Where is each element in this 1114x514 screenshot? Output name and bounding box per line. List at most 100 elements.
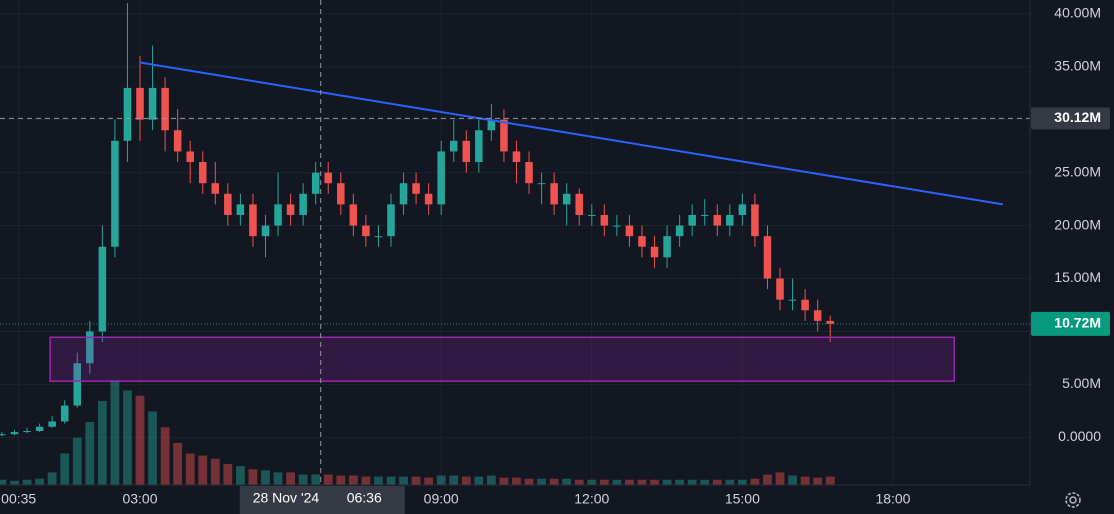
candle-body: [613, 225, 621, 227]
candle-body: [161, 87, 169, 131]
gear-center[interactable]: [1069, 496, 1077, 504]
x-tick-label: 03:00: [122, 491, 157, 507]
volume-bar: [436, 475, 446, 485]
candle-body: [286, 204, 295, 215]
volume-bar: [486, 475, 496, 485]
volume-bar: [261, 470, 270, 485]
volume-bar: [110, 380, 120, 485]
x-tick-label: 18:00: [875, 491, 910, 507]
volume-bar: [374, 476, 383, 485]
candle-body: [349, 204, 358, 226]
volume-bar: [499, 477, 509, 485]
candle-body: [826, 320, 834, 324]
volume-bar: [612, 479, 622, 485]
volume-bar: [173, 443, 183, 485]
volume-bar: [286, 472, 295, 485]
axes: 0.00005.00M10.00M15.00M20.00M25.00M30.00…: [1, 4, 1110, 514]
candle-body: [588, 214, 596, 216]
volume-bar: [800, 476, 810, 485]
volume-bar: [323, 474, 333, 485]
volume-bar: [725, 479, 735, 485]
volume-bar: [700, 479, 710, 485]
volume-bar: [625, 479, 634, 485]
candle-body: [399, 183, 408, 205]
gear[interactable]: [1065, 492, 1081, 508]
volume-bar: [160, 427, 170, 485]
candle-body: [362, 225, 370, 237]
volume-bar: [348, 475, 358, 485]
candle-body: [60, 405, 69, 422]
volume-bar: [386, 476, 396, 485]
volume-bar: [712, 479, 722, 485]
candle-body: [374, 236, 383, 238]
volume-bar: [411, 476, 421, 485]
candle-body: [123, 87, 132, 141]
y-tick-label: 35.00M: [1054, 57, 1101, 73]
candle-body: [788, 299, 797, 301]
candle-body: [111, 140, 119, 247]
y-tick-label: 5.00M: [1062, 375, 1101, 391]
volume-bar: [148, 411, 157, 485]
candle-body: [48, 421, 56, 427]
volume-bar: [60, 453, 70, 485]
candle-body: [675, 225, 684, 237]
candle-body: [776, 278, 784, 300]
candle-body: [35, 426, 44, 431]
candle-body: [324, 172, 333, 184]
candle-body: [261, 225, 270, 237]
volume-bar: [10, 480, 19, 485]
volume-bar: [587, 479, 597, 485]
x-tick-label: 15:00: [725, 491, 760, 507]
candle-body: [650, 246, 659, 258]
volume-bar: [273, 472, 283, 485]
y-tick-label: 40.00M: [1054, 4, 1101, 20]
volume-bar: [662, 479, 672, 485]
volume-bar: [198, 455, 208, 485]
crosshair-price-box: [1031, 107, 1110, 130]
volume-bar: [750, 478, 760, 485]
candle-body: [412, 183, 420, 194]
volume-bar: [825, 476, 835, 485]
volume-bar: [512, 477, 521, 485]
volume-bar: [650, 479, 659, 485]
candle-body: [537, 183, 546, 185]
candle-body: [311, 172, 320, 194]
volume-bar: [223, 464, 233, 485]
volume-bar: [424, 477, 434, 485]
candle-body: [274, 204, 282, 226]
y-tick-label: 15.00M: [1054, 269, 1101, 285]
candle-body: [713, 214, 722, 226]
candle-body: [462, 140, 471, 163]
candle-body: [437, 151, 445, 205]
drawings: [0, 0, 1030, 485]
volume-bar: [788, 475, 797, 485]
candle-body: [211, 183, 220, 194]
x-tick-label: 00:35: [1, 491, 36, 507]
candle-body: [813, 310, 822, 321]
candle-body: [173, 130, 182, 152]
settings-icon[interactable]: [1065, 492, 1081, 508]
volume-bar: [461, 476, 471, 485]
volume-bar: [537, 478, 546, 485]
volume-bar: [737, 479, 747, 485]
volume-bar: [123, 390, 132, 485]
x-tick-label: 12:00: [574, 491, 609, 507]
y-tick-label: 0.0000: [1058, 428, 1101, 444]
candle-body: [475, 130, 483, 163]
candle-body: [23, 430, 31, 433]
candle-body: [663, 236, 671, 258]
volume-bar: [336, 475, 346, 485]
volume-bar: [0, 479, 7, 485]
volume-bar: [361, 476, 371, 485]
candle-body: [236, 204, 245, 215]
volume-bar: [248, 469, 258, 485]
volume-bar: [22, 479, 32, 485]
volume-bar: [574, 479, 584, 485]
candle-body: [224, 193, 232, 215]
last-price-label: 10.72M: [1054, 315, 1101, 331]
volume-bar: [35, 478, 44, 485]
candle-body: [726, 214, 734, 226]
candle-body: [801, 299, 809, 311]
